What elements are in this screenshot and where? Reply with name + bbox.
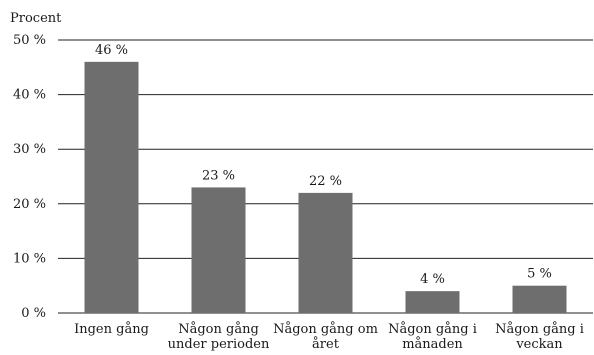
y-axis-title: Procent: [10, 11, 62, 26]
bar: [191, 187, 246, 313]
data-label: 23 %: [202, 168, 235, 183]
y-tick-label: 50 %: [13, 33, 46, 48]
category-label: Någon gång i veckan: [495, 321, 584, 352]
category-label: Någon gång under perioden: [168, 321, 270, 352]
category-labels: Ingen gång Någon gång under periodenNågon …: [74, 321, 584, 352]
y-tick-labels: 0 % 10 % 20 % 30 % 40 % 50 %: [13, 33, 46, 321]
bar: [405, 291, 460, 313]
y-tick-label: 20 %: [13, 197, 46, 212]
category-label: Någon gång i månaden: [388, 321, 477, 352]
bar: [512, 285, 567, 313]
y-tick-label: 0 %: [21, 306, 46, 321]
data-label: 22 %: [309, 174, 342, 189]
data-label: 46 %: [95, 43, 128, 58]
y-tick-label: 10 %: [13, 251, 46, 266]
bar: [298, 192, 353, 313]
data-label: 5 %: [527, 267, 552, 282]
category-label: Ingen gång: [74, 321, 149, 337]
bars: [84, 61, 567, 314]
data-labels: 46 % 23 % 22 % 4 % 5 %: [95, 43, 552, 287]
y-tick-label: 40 %: [13, 88, 46, 103]
bar: [84, 61, 139, 314]
category-label: Någon gång om året: [273, 321, 378, 352]
y-tick-label: 30 %: [13, 142, 46, 157]
data-label: 4 %: [420, 272, 445, 287]
